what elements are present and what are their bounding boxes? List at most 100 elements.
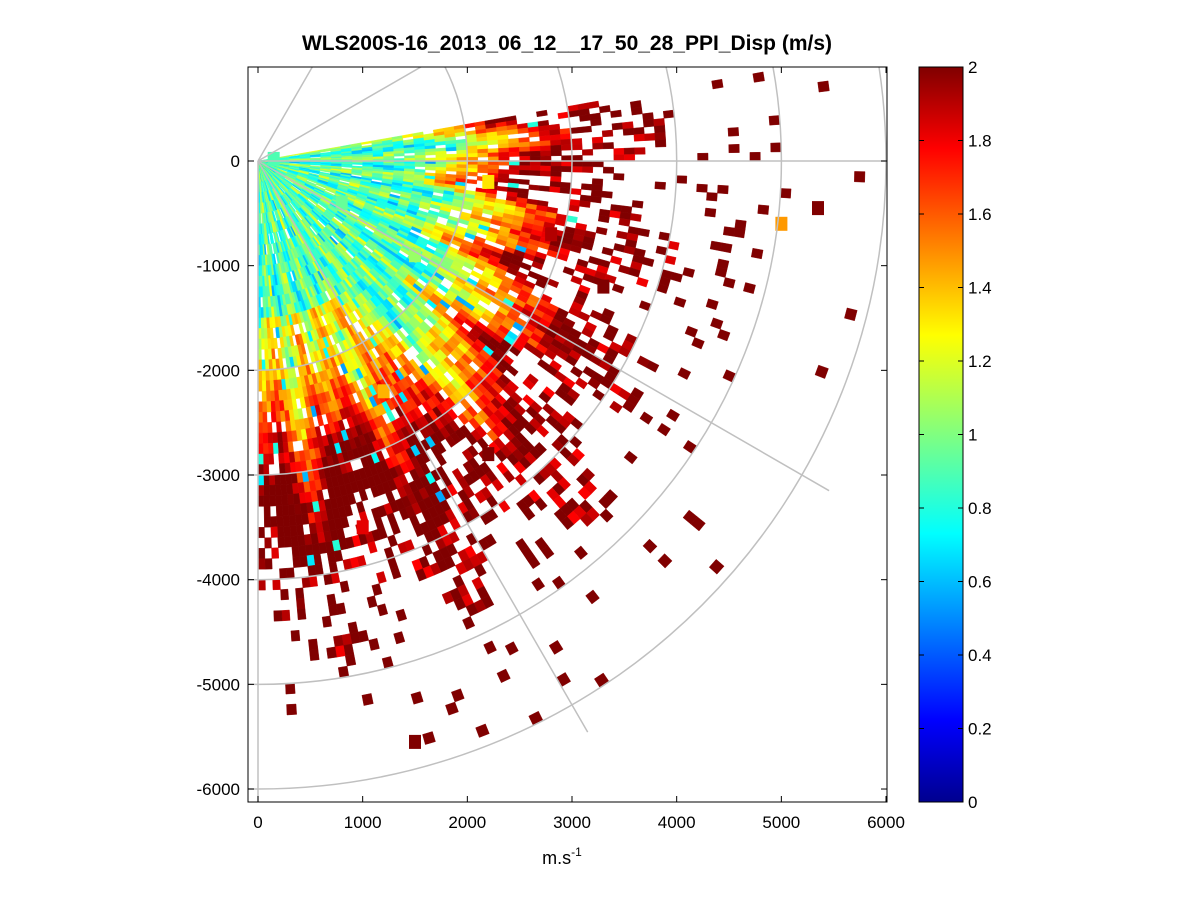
data-cell [281,494,289,506]
data-cell [571,166,583,173]
data-cell [326,646,337,659]
data-cell [644,133,656,141]
data-cell [743,282,756,294]
data-cell [728,143,740,154]
data-cell [631,200,644,209]
data-cell [483,640,497,655]
data-cell [539,170,552,177]
data-cell [475,723,490,738]
data-cell [308,638,319,651]
x-tick-label: 4000 [658,813,696,832]
data-cell [267,442,274,455]
x-tick-label: 5000 [762,813,800,832]
data-cell [260,338,265,350]
data-cell [298,545,307,557]
data-cell [466,168,478,173]
data-cells [257,71,866,749]
data-cell [283,525,292,538]
data-cell [529,170,541,177]
data-cell [518,141,531,148]
data-cell [498,151,510,158]
data-cell [263,505,271,518]
data-cell [720,242,733,254]
data-cell [636,277,649,288]
data-cell [536,424,550,438]
data-cell [424,166,437,171]
y-tick-label: -4000 [197,571,240,590]
data-cell [376,603,389,617]
data-cell [487,148,499,154]
data-cell [263,516,272,528]
data-cell [282,515,291,527]
data-cell [601,129,614,138]
data-cell [424,151,437,156]
data-cell [270,400,276,413]
data-cell [456,153,468,158]
data-cell [287,504,296,516]
data-cell [591,178,604,186]
data-cell [271,547,280,559]
data-cell [609,400,623,414]
data-cell [361,693,374,706]
data-cell [280,483,288,496]
data-cell [704,207,717,218]
data-cell [477,164,489,170]
x-tick-label: 0 [253,813,262,832]
data-cell [779,188,792,199]
data-cell [656,422,671,437]
data-cell [654,132,666,141]
data-cell [518,137,530,143]
data-cell [528,131,540,138]
data-cell [276,431,283,444]
polar-spoke [257,160,589,733]
x-tick-label: 1000 [344,813,382,832]
data-cell [414,154,426,159]
data-cell [548,640,564,655]
data-cell [579,200,591,208]
data-cell [696,183,708,193]
data-cell [306,554,316,567]
data-cell [309,649,320,661]
data-cell [466,145,478,151]
data-cell [591,136,604,144]
data-cell [506,364,519,377]
range-ring [248,67,678,581]
data-cell [262,296,266,308]
data-cell [709,240,723,252]
sample-cell [545,227,558,242]
data-cell [549,134,562,141]
data-cell [414,163,426,168]
data-cell [550,170,562,178]
range-ring [248,67,782,685]
data-cell [299,555,308,568]
data-cell [269,484,276,496]
data-cell [633,133,645,142]
data-cell [263,485,270,497]
data-cell [549,186,561,193]
colorbar-tick-label: 0.8 [968,499,992,518]
data-cell [257,474,264,486]
data-cell [273,610,283,622]
data-cell [263,464,270,476]
data-cell [263,495,271,507]
data-cell [675,175,688,184]
data-cell [297,534,306,547]
data-cell [757,204,770,215]
data-cell [539,135,551,142]
data-cell [590,195,602,204]
data-cell [265,369,270,381]
colorbar-tick-label: 1.8 [968,132,992,151]
data-cell [550,150,562,157]
data-cell [498,147,510,153]
data-cell [497,143,510,149]
data-cell [854,171,866,183]
data-cell [561,166,573,173]
data-cell [623,147,636,155]
data-cell [487,168,499,174]
data-cell [519,169,531,176]
sample-cell [377,384,390,399]
data-cell [479,295,492,306]
plot-area: 0 1000 2000 3000 4000 5000 6000 0 -1000 -2000 -30… [197,66,905,832]
data-cell [285,473,293,485]
data-cell [367,541,378,554]
